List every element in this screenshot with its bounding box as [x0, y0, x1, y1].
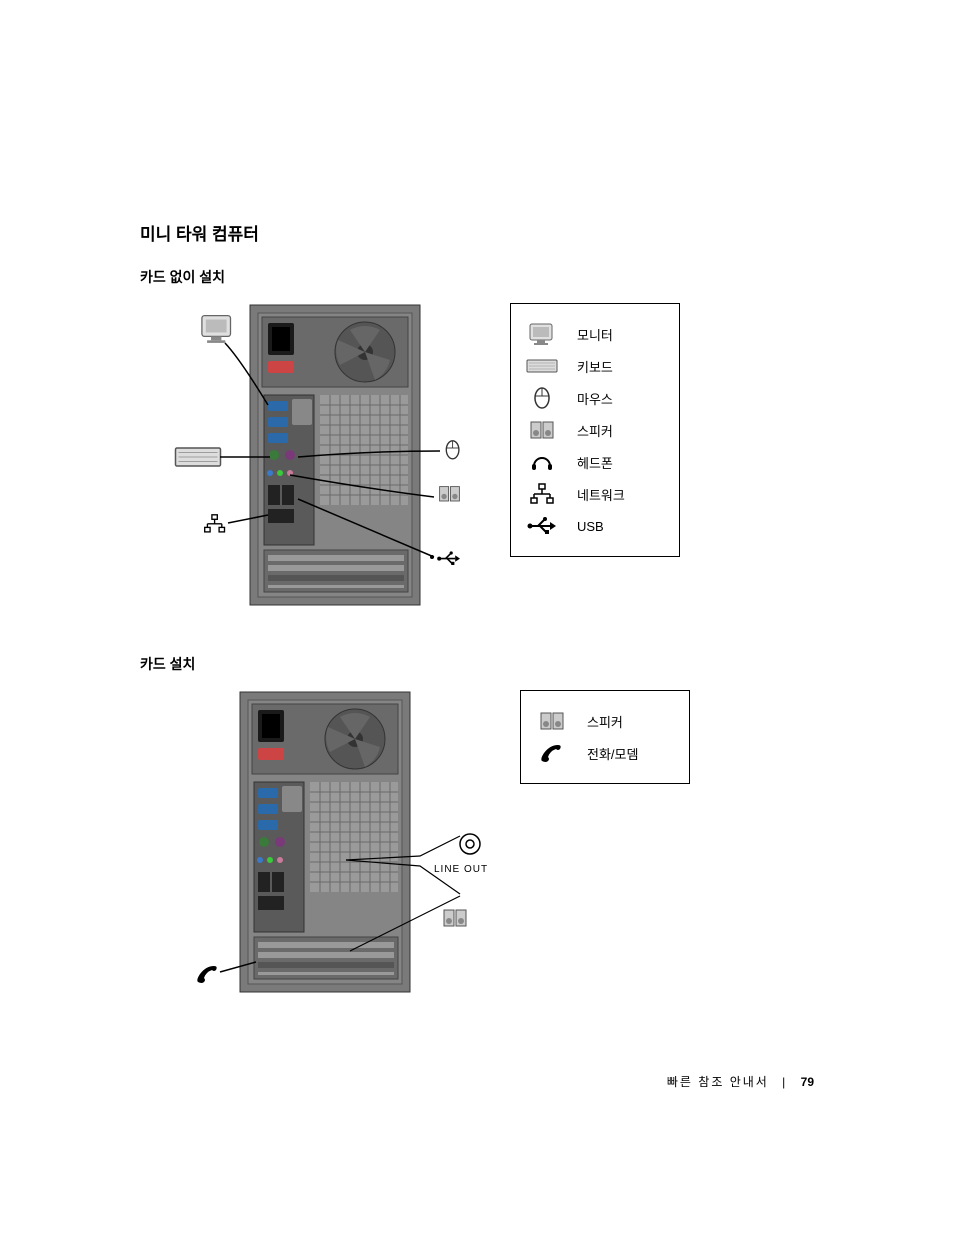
legend-speaker: 스피커 [525, 418, 665, 442]
legend-network: 네트워크 [525, 482, 665, 506]
legend-label: 전화/모뎀 [587, 744, 638, 763]
legend-label: 헤드폰 [577, 453, 613, 472]
usb-icon [525, 514, 559, 538]
footer-separator: | [782, 1075, 787, 1089]
legend-label: 네트워크 [577, 485, 625, 504]
legend-headphone: 헤드폰 [525, 450, 665, 474]
headphone-icon [525, 450, 559, 474]
legend-phone: 전화/모뎀 [535, 741, 675, 765]
footer-page-number: 79 [801, 1075, 814, 1089]
section-with-card: 카드 설치 LINE OUT [140, 654, 820, 1011]
page-footer: 빠른 참조 안내서 | 79 [667, 1073, 814, 1090]
legend-mouse: 마우스 [525, 386, 665, 410]
speaker-icon [525, 418, 559, 442]
legend1: 모니터 키보드 마우스 스피커 헤드폰 [510, 303, 680, 557]
diagram1 [140, 299, 480, 614]
mouse-icon [525, 386, 559, 410]
footer-doc-title: 빠른 참조 안내서 [667, 1075, 769, 1089]
legend-label: 키보드 [577, 357, 613, 376]
keyboard-icon [525, 354, 559, 378]
legend-keyboard: 키보드 [525, 354, 665, 378]
section-no-card: 카드 없이 설치 [140, 267, 820, 614]
legend-label: 모니터 [577, 325, 613, 344]
phone-icon [535, 741, 569, 765]
legend-usb: USB [525, 514, 665, 538]
legend-label: USB [577, 519, 604, 534]
legend-label: 스피커 [587, 712, 623, 731]
speaker-icon [535, 709, 569, 733]
legend-monitor: 모니터 [525, 322, 665, 346]
legend-label: 스피커 [577, 421, 613, 440]
line-out-label: LINE OUT [434, 864, 488, 875]
legend2: 스피커 전화/모뎀 [520, 690, 690, 784]
page-title: 미니 타워 컴퓨터 [140, 220, 820, 245]
section1-title: 카드 없이 설치 [140, 267, 820, 287]
monitor-icon [525, 322, 559, 346]
legend-label: 마우스 [577, 389, 613, 408]
diagram2: LINE OUT [140, 686, 490, 1011]
section2-title: 카드 설치 [140, 654, 820, 674]
legend-speaker: 스피커 [535, 709, 675, 733]
network-icon [525, 482, 559, 506]
